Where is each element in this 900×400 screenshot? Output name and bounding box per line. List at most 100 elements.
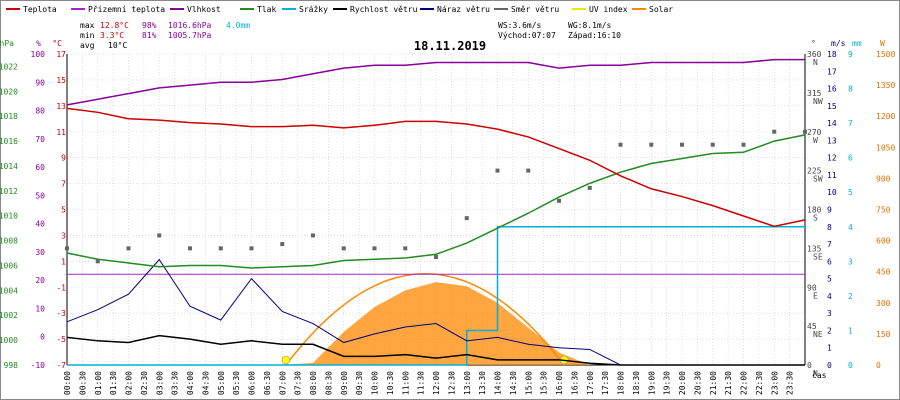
- x-tick-label: 21:00: [709, 371, 718, 395]
- legend-label: Teplota: [23, 5, 57, 14]
- stat-min-label: min: [80, 31, 95, 40]
- stat-max-press: 1016.6hPa: [168, 21, 212, 30]
- direction-axis-tick: 225: [807, 167, 822, 176]
- humidity-axis-tick: 10: [35, 304, 45, 313]
- x-tick-label: 05:00: [217, 371, 226, 395]
- direction-axis-tick: 45: [807, 322, 817, 331]
- chart-title: 18.11.2019: [414, 39, 486, 53]
- stats-box: max 12.8°C 98% 1016.6hPa 4.0mm min 3.3°C…: [80, 21, 621, 50]
- temperature-axis-tick: 3: [61, 231, 66, 240]
- stat-sunrise: Východ:07:07: [498, 31, 556, 40]
- wind-direction-point: [157, 233, 162, 238]
- temperature-axis-tick: -1: [56, 283, 66, 292]
- wind-axis-tick: 18: [827, 50, 837, 59]
- temperature-axis-tick: 15: [56, 76, 66, 85]
- solar-axis-tick: 300: [876, 299, 891, 308]
- humidity-axis-tick: 20: [35, 276, 45, 285]
- wind-direction-point: [710, 142, 715, 147]
- wind-direction-point: [95, 259, 100, 264]
- pressure-axis-tick: 1002: [0, 311, 18, 320]
- wind-axis-tick: 12: [827, 154, 837, 163]
- pressure-axis-tick: 1016: [0, 137, 18, 146]
- rain-axis-tick: 9: [848, 50, 853, 59]
- temperature-axis-tick: 11: [56, 128, 66, 137]
- wind-axis-tick: 8: [827, 223, 832, 232]
- x-tick-label: 02:00: [125, 371, 134, 395]
- wind-axis-tick: 3: [827, 309, 832, 318]
- solar-axis-tick: 900: [876, 174, 891, 183]
- pressure-axis-tick: 1008: [0, 237, 18, 246]
- legend-label: Srážky: [299, 5, 328, 14]
- x-tick-label: 23:30: [786, 371, 795, 395]
- plots: [65, 58, 807, 366]
- legend-label: Vlhkost: [187, 5, 221, 14]
- x-tick-label: 16:00: [555, 371, 564, 395]
- legend-label: Směr větru: [511, 5, 559, 14]
- rain-axis-tick: 0: [848, 361, 853, 370]
- x-tick-label: 13:00: [463, 371, 472, 395]
- rain-axis-tick: 5: [848, 188, 853, 197]
- x-tick-label: 06:00: [248, 371, 257, 395]
- wind-axis-tick: 9: [827, 206, 832, 215]
- temperature-axis-tick: 1: [61, 257, 66, 266]
- wind-direction-point: [434, 255, 438, 260]
- x-tick-label: 18:00: [617, 371, 626, 395]
- wind-axis-tick: 6: [827, 257, 832, 266]
- temperature-axis-tick: 13: [56, 102, 66, 111]
- pressure-axis-tick: 1014: [0, 162, 18, 171]
- direction-axis-tick-label: W: [813, 136, 818, 145]
- wind-direction-point: [403, 246, 408, 251]
- x-axis-label: čas: [812, 370, 827, 380]
- humidity-axis-unit: %: [36, 39, 41, 48]
- stat-max-temp: 12.8°C: [100, 21, 129, 30]
- solar-axis-tick: 1200: [876, 112, 895, 121]
- solar-axis-tick: 1050: [876, 143, 895, 152]
- solar-axis-tick: 1350: [876, 81, 895, 90]
- wind-direction-point: [587, 185, 592, 190]
- direction-axis-tick-label: S: [813, 214, 818, 223]
- pressure-axis-tick: 1018: [0, 112, 18, 121]
- solar-axis-tick: 600: [876, 237, 891, 246]
- humidity-axis-tick: 100: [31, 50, 46, 59]
- x-tick-label: 19:30: [663, 371, 672, 395]
- legend-label: UV index: [589, 5, 628, 14]
- x-tick-label: 15:30: [540, 371, 549, 395]
- x-tick-label: 07:00: [278, 371, 287, 395]
- rain-axis-unit: mm: [852, 39, 862, 48]
- direction-axis-tick: 0: [807, 361, 812, 370]
- temperature-axis-unit: °C: [52, 39, 62, 48]
- direction-axis-tick-label: N: [813, 58, 818, 67]
- wind-direction-point: [557, 198, 561, 203]
- stat-max-rain: 4.0mm: [226, 21, 250, 30]
- wind-axis-tick: 10: [827, 188, 837, 197]
- x-tick-label: 22:30: [755, 371, 764, 395]
- humidity-axis-tick: 90: [35, 78, 45, 87]
- x-tick-label: 11:30: [417, 371, 426, 395]
- x-tick-label: 02:30: [140, 371, 149, 395]
- stat-sunset: Západ:16:10: [568, 31, 621, 40]
- stat-min-temp: 3.3°C: [100, 31, 124, 40]
- wind-axis-tick: 17: [827, 67, 837, 76]
- stat-max-hum: 98%: [142, 21, 157, 30]
- direction-axis-tick-label: E: [813, 291, 818, 300]
- x-tick-label: 01:30: [109, 371, 118, 395]
- wind-direction-point: [280, 242, 285, 247]
- series-Srážky: [67, 226, 805, 366]
- wind-direction-point: [311, 233, 315, 238]
- pressure-axis-tick: 1000: [0, 336, 18, 345]
- x-tick-label: 12:30: [447, 371, 456, 395]
- x-tick-label: 00:00: [63, 371, 72, 395]
- x-tick-label: 19:00: [647, 371, 656, 395]
- wind-direction-point: [526, 168, 531, 173]
- x-tick-label: 01:00: [94, 371, 103, 395]
- x-tick-label: 03:00: [155, 371, 164, 395]
- rain-axis-tick: 8: [848, 85, 853, 94]
- pressure-axis-tick: 1020: [0, 87, 18, 96]
- rain-axis-tick: 1: [848, 326, 853, 335]
- wind-direction-point: [249, 246, 254, 251]
- wind-axis-tick: 1: [827, 344, 832, 353]
- temperature-axis-tick: 7: [61, 180, 66, 189]
- wind-direction-point: [618, 142, 623, 147]
- solar-axis-tick: 0: [876, 361, 881, 370]
- direction-axis-tick-label: N: [813, 369, 818, 378]
